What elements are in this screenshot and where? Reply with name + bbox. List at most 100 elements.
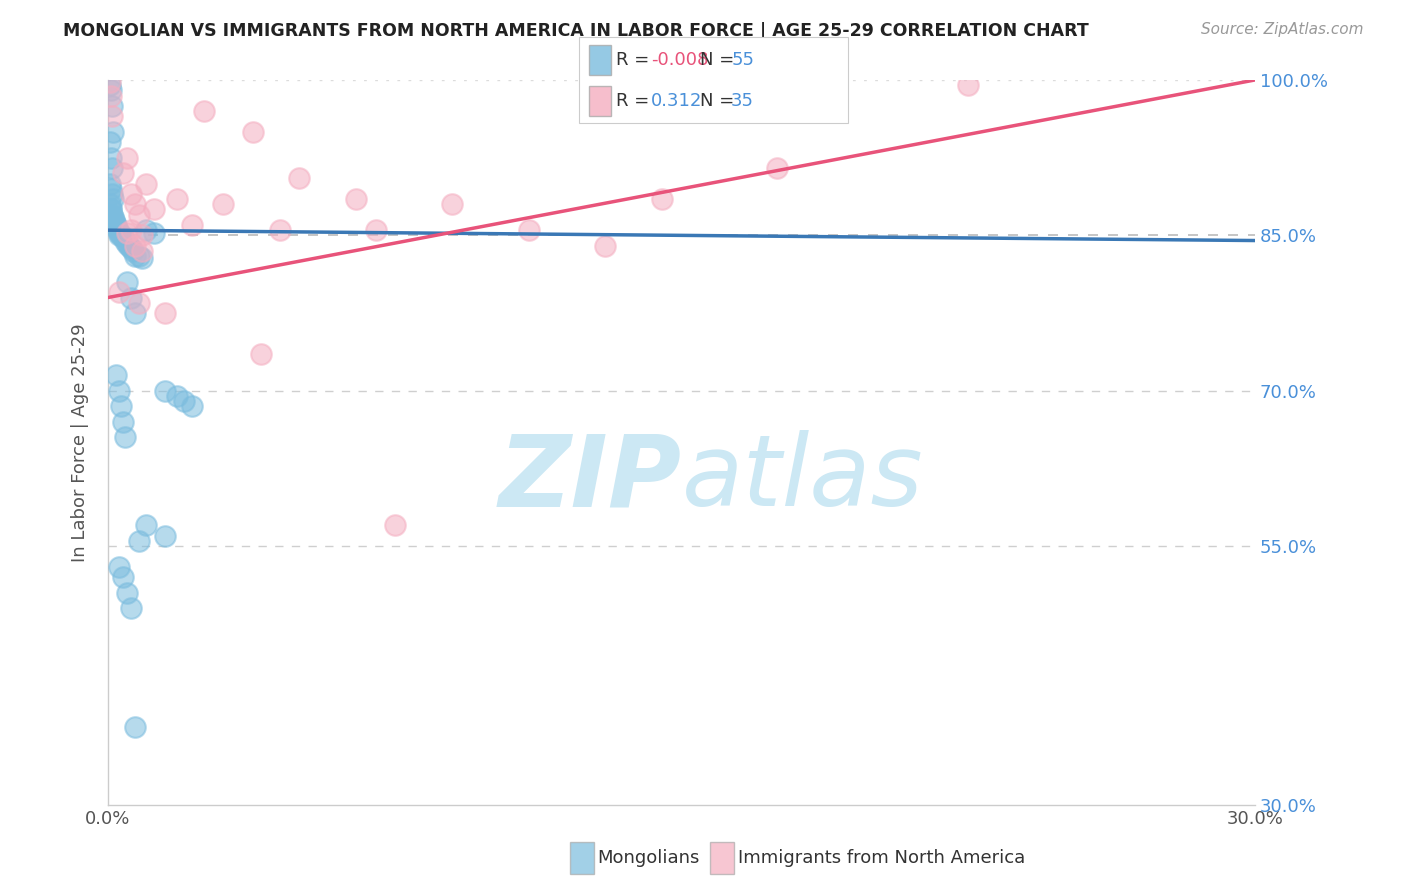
Point <box>269 223 291 237</box>
Point <box>142 202 165 217</box>
Point <box>242 125 264 139</box>
Point <box>120 601 142 615</box>
Point <box>101 99 124 113</box>
Point <box>593 238 616 252</box>
Point <box>193 104 215 119</box>
Point <box>288 171 311 186</box>
Point <box>98 177 121 191</box>
Point <box>135 518 157 533</box>
Point <box>441 197 464 211</box>
Point <box>98 135 121 149</box>
Point <box>100 83 122 97</box>
Point <box>155 306 177 320</box>
Text: MONGOLIAN VS IMMIGRANTS FROM NORTH AMERICA IN LABOR FORCE | AGE 25-29 CORRELATIO: MONGOLIAN VS IMMIGRANTS FROM NORTH AMERI… <box>63 22 1090 40</box>
Point <box>100 88 122 103</box>
Point <box>364 223 387 237</box>
Point <box>107 223 129 237</box>
Text: 55: 55 <box>731 51 754 69</box>
Point <box>250 347 273 361</box>
Point <box>101 186 124 201</box>
Text: atlas: atlas <box>682 430 924 527</box>
Point <box>121 244 143 258</box>
Point <box>124 197 146 211</box>
Text: Immigrants from North America: Immigrants from North America <box>738 849 1025 867</box>
Point <box>124 720 146 734</box>
Point <box>112 166 135 180</box>
Point <box>120 291 142 305</box>
Point <box>100 202 122 217</box>
Point <box>166 192 188 206</box>
Point <box>108 285 131 300</box>
Point <box>128 533 150 548</box>
Point <box>120 241 142 255</box>
Point <box>384 518 406 533</box>
Point <box>115 227 138 241</box>
Point <box>108 384 131 398</box>
Point <box>181 399 204 413</box>
Text: -0.008: -0.008 <box>651 51 709 69</box>
Point <box>101 161 124 175</box>
Point <box>101 125 124 139</box>
Point <box>651 192 673 206</box>
Point <box>101 109 124 123</box>
Point <box>98 78 121 92</box>
Point <box>98 197 121 211</box>
Point <box>107 227 129 241</box>
Point <box>346 192 368 206</box>
Text: R =: R = <box>616 92 661 110</box>
Point <box>114 234 136 248</box>
Point <box>766 161 789 175</box>
Text: Mongolians: Mongolians <box>598 849 700 867</box>
Point <box>128 295 150 310</box>
Text: N =: N = <box>700 51 740 69</box>
Y-axis label: In Labor Force | Age 25-29: In Labor Force | Age 25-29 <box>72 323 89 562</box>
Point <box>98 75 121 89</box>
Point <box>101 192 124 206</box>
Point <box>211 197 233 211</box>
Point <box>131 244 153 258</box>
Point <box>118 238 141 252</box>
Point <box>115 275 138 289</box>
Point <box>120 223 142 237</box>
Point <box>101 208 124 222</box>
Text: 0.312: 0.312 <box>651 92 703 110</box>
Point <box>131 228 153 243</box>
Point <box>108 559 131 574</box>
Point <box>110 399 132 413</box>
Point <box>112 415 135 429</box>
Point <box>517 223 540 237</box>
Point <box>120 186 142 201</box>
Point <box>135 223 157 237</box>
Point <box>142 227 165 241</box>
Point <box>104 218 127 232</box>
Point <box>131 251 153 265</box>
Point <box>103 212 125 227</box>
Point <box>115 585 138 599</box>
Point <box>112 230 135 244</box>
Point <box>100 151 122 165</box>
Text: Source: ZipAtlas.com: Source: ZipAtlas.com <box>1201 22 1364 37</box>
Point <box>112 570 135 584</box>
Point <box>155 384 177 398</box>
Text: N =: N = <box>700 92 740 110</box>
Text: ZIP: ZIP <box>499 430 682 527</box>
Point <box>124 249 146 263</box>
Point <box>100 182 122 196</box>
Point <box>105 220 128 235</box>
Point <box>124 306 146 320</box>
Point <box>115 151 138 165</box>
Point <box>957 78 980 92</box>
Point <box>115 236 138 251</box>
Point <box>101 210 124 224</box>
Point <box>104 368 127 383</box>
Text: R =: R = <box>616 51 655 69</box>
Point <box>110 228 132 243</box>
Point <box>155 529 177 543</box>
Point <box>135 177 157 191</box>
Point <box>128 249 150 263</box>
Point <box>114 430 136 444</box>
Point <box>104 216 127 230</box>
Text: 35: 35 <box>731 92 754 110</box>
Point <box>108 228 131 243</box>
Point <box>166 389 188 403</box>
